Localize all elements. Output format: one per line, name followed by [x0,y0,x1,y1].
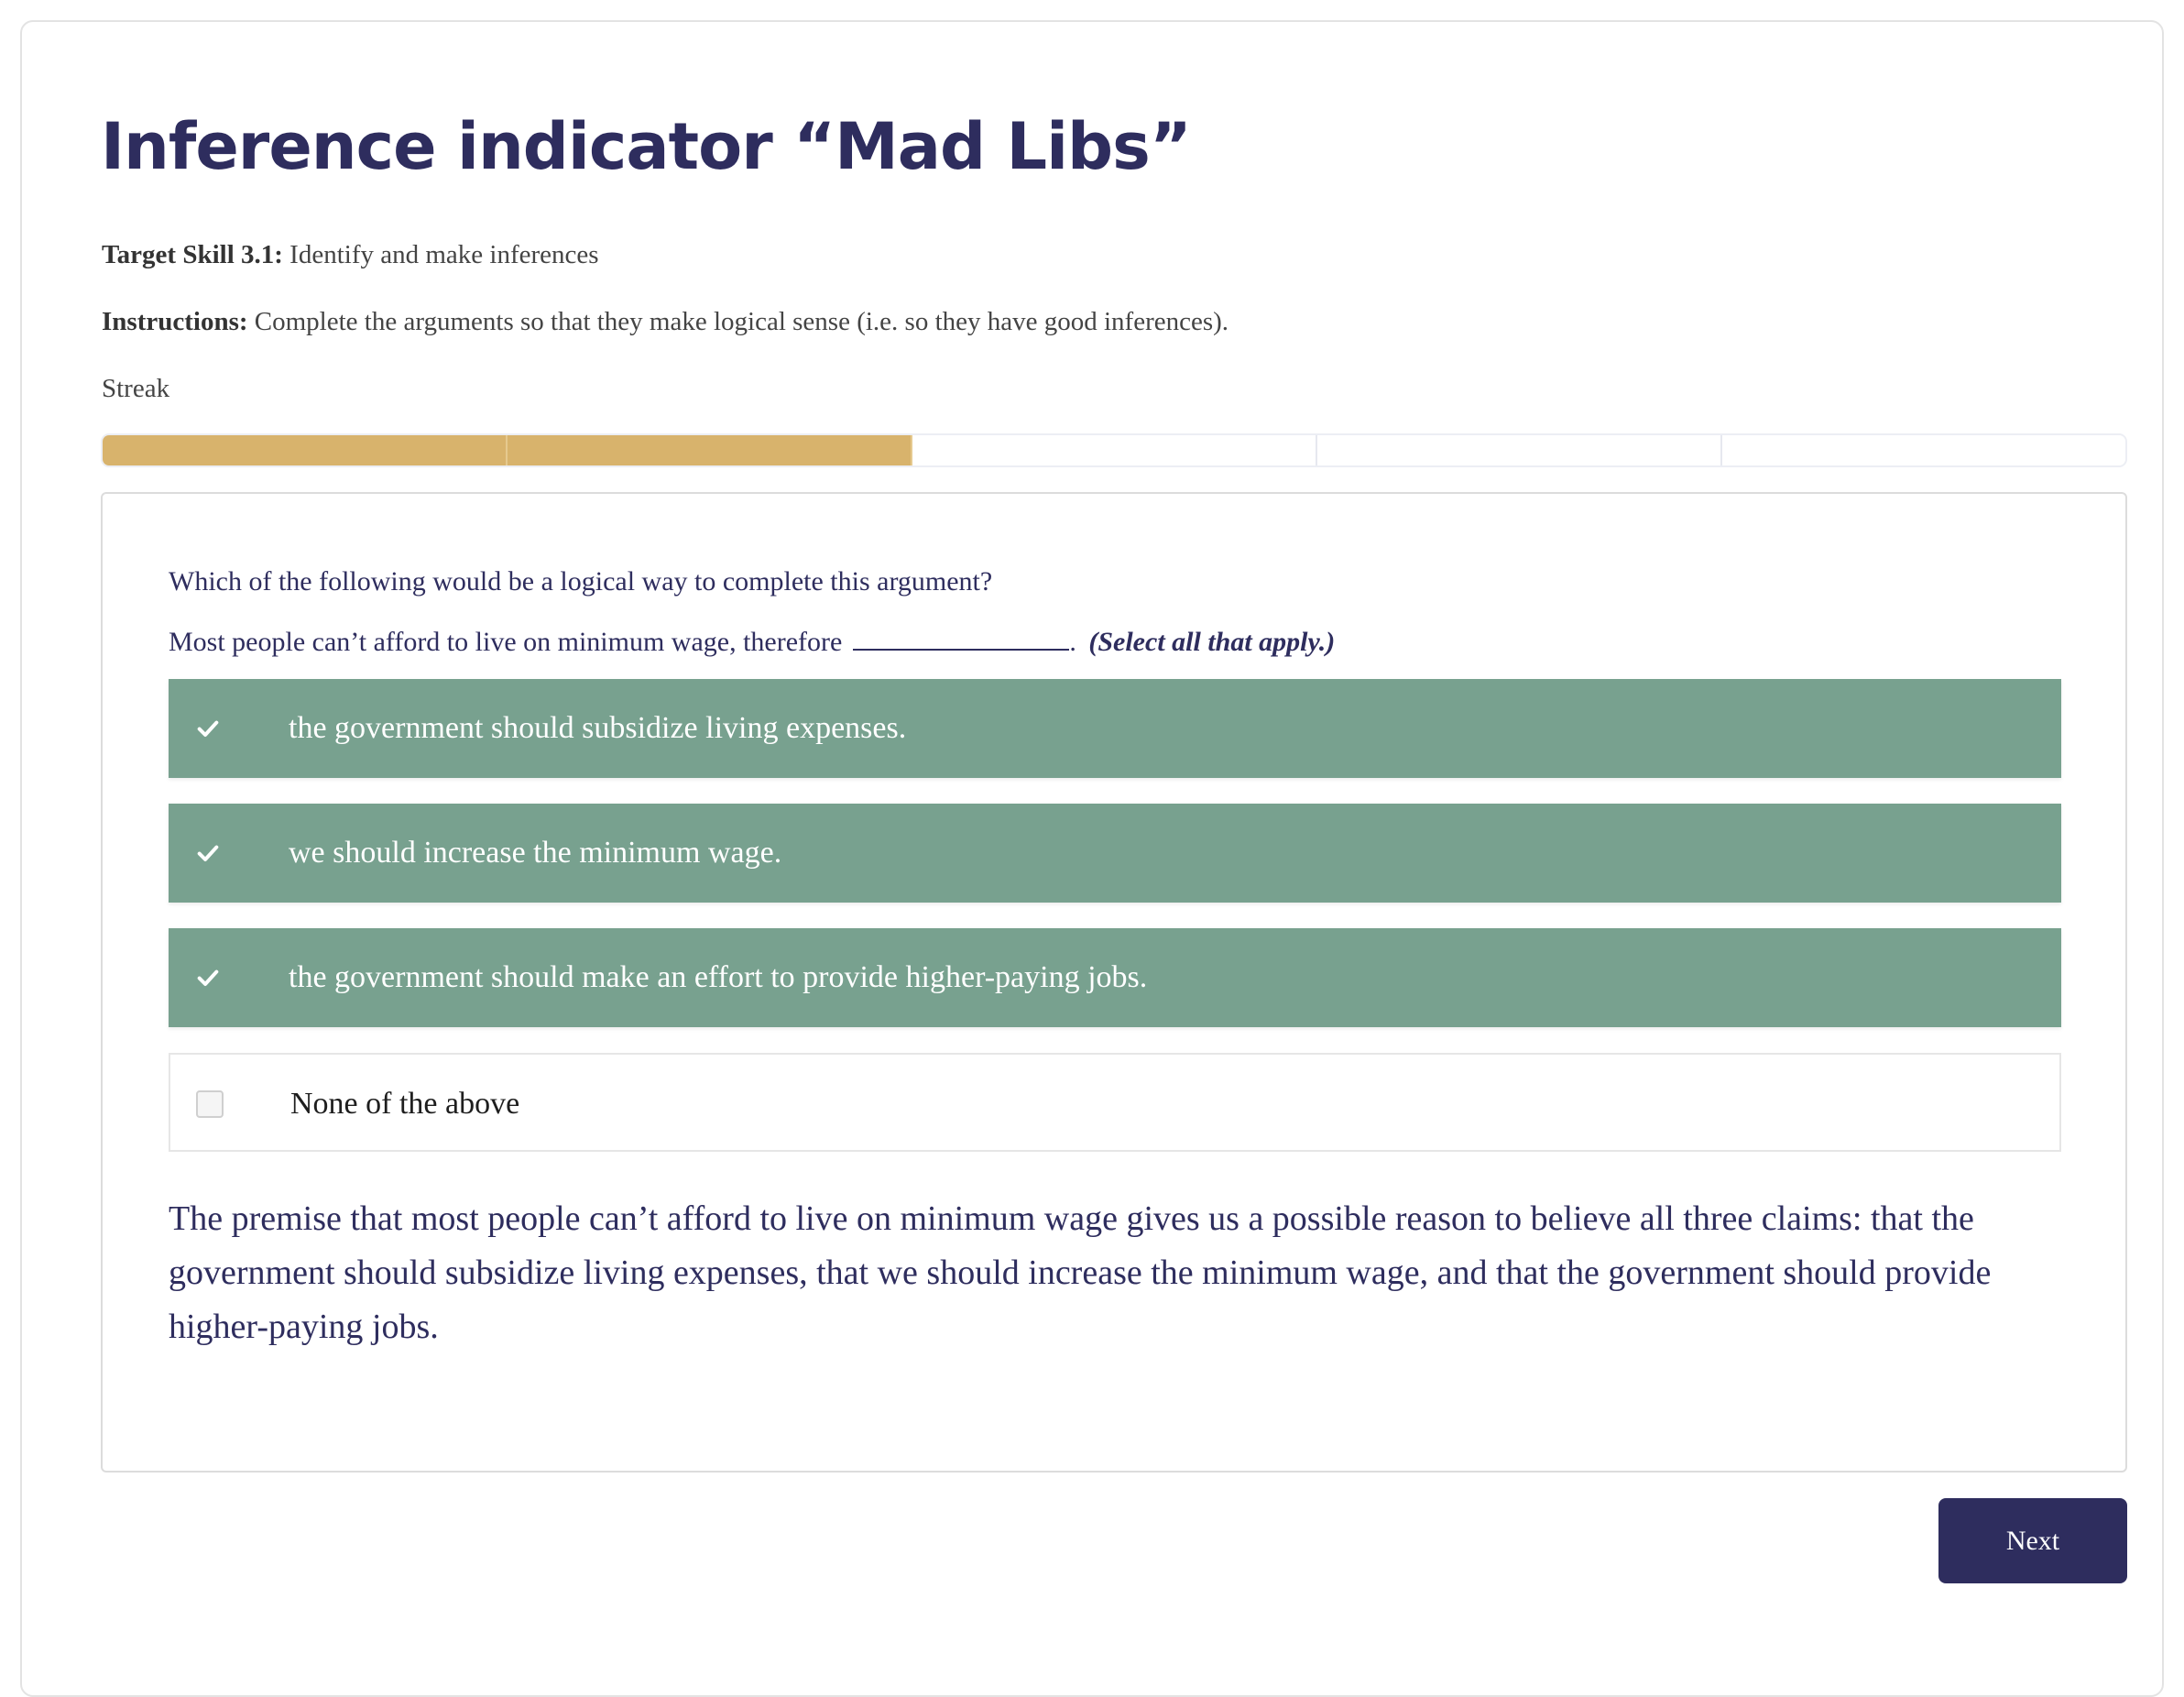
check-icon [194,839,222,867]
streak-segment [912,435,1317,465]
instructions-text: Complete the arguments so that they make… [254,307,1229,336]
streak-segment [1317,435,1722,465]
answer-option-label: the government should subsidize living e… [289,711,907,745]
page-title: Inference indicator “Mad Libs” [101,109,1192,184]
answer-option-label: None of the above [290,1087,520,1121]
answer-option[interactable]: None of the above [169,1053,2061,1152]
argument-end: . [1069,627,1076,657]
instructions-label: Instructions: [102,307,248,336]
question-panel: Which of the following would be a logica… [101,492,2127,1473]
instructions: Instructions: Complete the arguments so … [102,303,1228,340]
streak-segment [508,435,912,465]
answer-explanation: The premise that most people can’t affor… [169,1199,1992,1346]
streak-progress-bar [101,433,2127,467]
argument-blank [853,623,1070,651]
streak-segment [103,435,508,465]
target-skill-label: Target Skill 3.1: [102,240,283,269]
target-skill: Target Skill 3.1: Identify and make infe… [102,236,599,273]
checkbox-empty-icon [196,1090,224,1118]
next-button[interactable]: Next [1938,1498,2127,1583]
check-icon [194,715,222,742]
answer-option-label: we should increase the minimum wage. [289,836,782,870]
answer-option[interactable]: the government should make an effort to … [169,928,2061,1027]
argument-text: Most people can’t afford to live on mini… [169,627,843,657]
checkbox-box [196,1090,224,1118]
select-all-hint: (Select all that apply.) [1088,627,1336,657]
streak-segment [1722,435,2125,465]
streak-label: Streak [102,374,170,403]
exercise-card: Inference indicator “Mad Libs” Target Sk… [20,20,2164,1697]
answer-option[interactable]: we should increase the minimum wage. [169,804,2061,903]
check-icon [194,964,222,991]
question-prompt: Which of the following would be a logica… [169,566,993,597]
target-skill-text: Identify and make inferences [289,240,599,269]
answer-option-label: the government should make an effort to … [289,960,1148,994]
answer-option[interactable]: the government should subsidize living e… [169,679,2061,778]
argument-sentence: Most people can’t afford to live on mini… [169,623,1335,661]
